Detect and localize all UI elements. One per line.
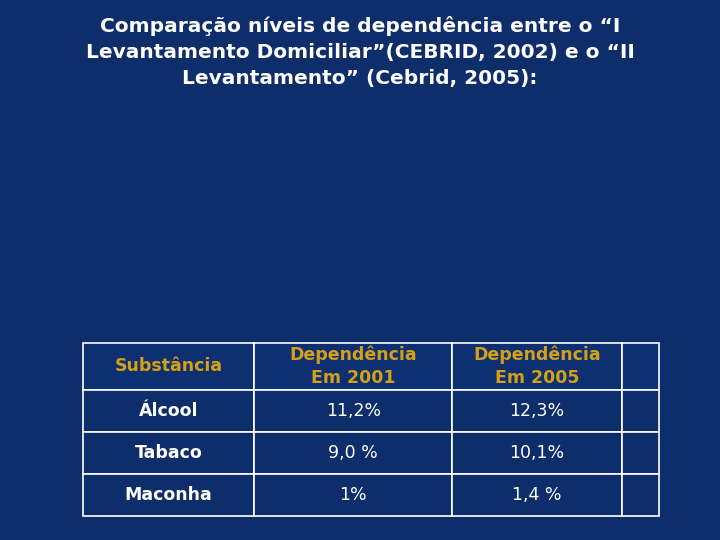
Text: 10,1%: 10,1% (510, 443, 564, 462)
Text: Substância: Substância (114, 357, 222, 375)
Text: Álcool: Álcool (139, 402, 199, 420)
Bar (254, 389, 452, 431)
Bar (452, 431, 622, 474)
Bar (622, 389, 659, 431)
Text: 1%: 1% (339, 485, 367, 504)
Bar (254, 343, 452, 389)
Text: 11,2%: 11,2% (325, 402, 381, 420)
Bar (452, 343, 622, 389)
Text: Dependência
Em 2005: Dependência Em 2005 (473, 345, 600, 387)
Bar (83, 389, 254, 431)
Bar (622, 343, 659, 389)
Bar (83, 474, 254, 516)
Text: Maconha: Maconha (125, 485, 212, 504)
Text: Tabaco: Tabaco (135, 443, 202, 462)
Bar (83, 431, 254, 474)
Text: 1,4 %: 1,4 % (512, 485, 562, 504)
Text: 9,0 %: 9,0 % (328, 443, 378, 462)
Bar (622, 474, 659, 516)
Bar (452, 474, 622, 516)
Text: Comparação níveis de dependência entre o “I
Levantamento Domiciliar”(CEBRID, 200: Comparação níveis de dependência entre o… (86, 16, 634, 87)
Bar (622, 431, 659, 474)
Bar (452, 389, 622, 431)
Bar (83, 343, 254, 389)
Text: Dependência
Em 2001: Dependência Em 2001 (289, 345, 417, 387)
Text: 12,3%: 12,3% (510, 402, 564, 420)
Bar (254, 474, 452, 516)
Bar (254, 431, 452, 474)
